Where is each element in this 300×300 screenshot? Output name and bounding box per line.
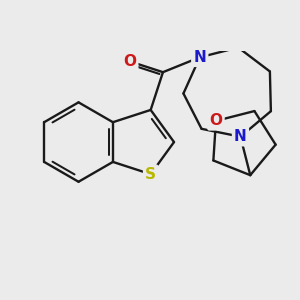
Text: N: N [194,50,206,65]
Text: O: O [123,54,136,69]
Text: N: N [234,129,247,144]
Text: O: O [209,113,222,128]
Text: S: S [145,167,156,182]
